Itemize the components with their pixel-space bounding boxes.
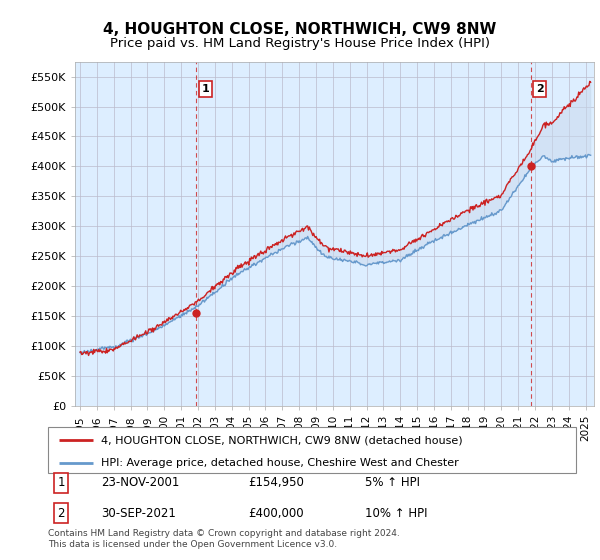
Text: 4, HOUGHTON CLOSE, NORTHWICH, CW9 8NW: 4, HOUGHTON CLOSE, NORTHWICH, CW9 8NW — [103, 22, 497, 38]
FancyBboxPatch shape — [48, 427, 576, 473]
Text: £154,950: £154,950 — [248, 476, 305, 489]
Text: 5% ↑ HPI: 5% ↑ HPI — [365, 476, 420, 489]
Text: £400,000: £400,000 — [248, 507, 304, 520]
Text: 2: 2 — [58, 507, 65, 520]
Text: 1: 1 — [202, 84, 209, 94]
Text: HPI: Average price, detached house, Cheshire West and Chester: HPI: Average price, detached house, Ches… — [101, 458, 458, 468]
Text: 10% ↑ HPI: 10% ↑ HPI — [365, 507, 427, 520]
Text: 23-NOV-2001: 23-NOV-2001 — [101, 476, 179, 489]
Text: Contains HM Land Registry data © Crown copyright and database right 2024.
This d: Contains HM Land Registry data © Crown c… — [48, 529, 400, 549]
Text: 30-SEP-2021: 30-SEP-2021 — [101, 507, 176, 520]
Text: 4, HOUGHTON CLOSE, NORTHWICH, CW9 8NW (detached house): 4, HOUGHTON CLOSE, NORTHWICH, CW9 8NW (d… — [101, 435, 463, 445]
Text: 1: 1 — [58, 476, 65, 489]
Text: Price paid vs. HM Land Registry's House Price Index (HPI): Price paid vs. HM Land Registry's House … — [110, 37, 490, 50]
Text: 2: 2 — [536, 84, 544, 94]
